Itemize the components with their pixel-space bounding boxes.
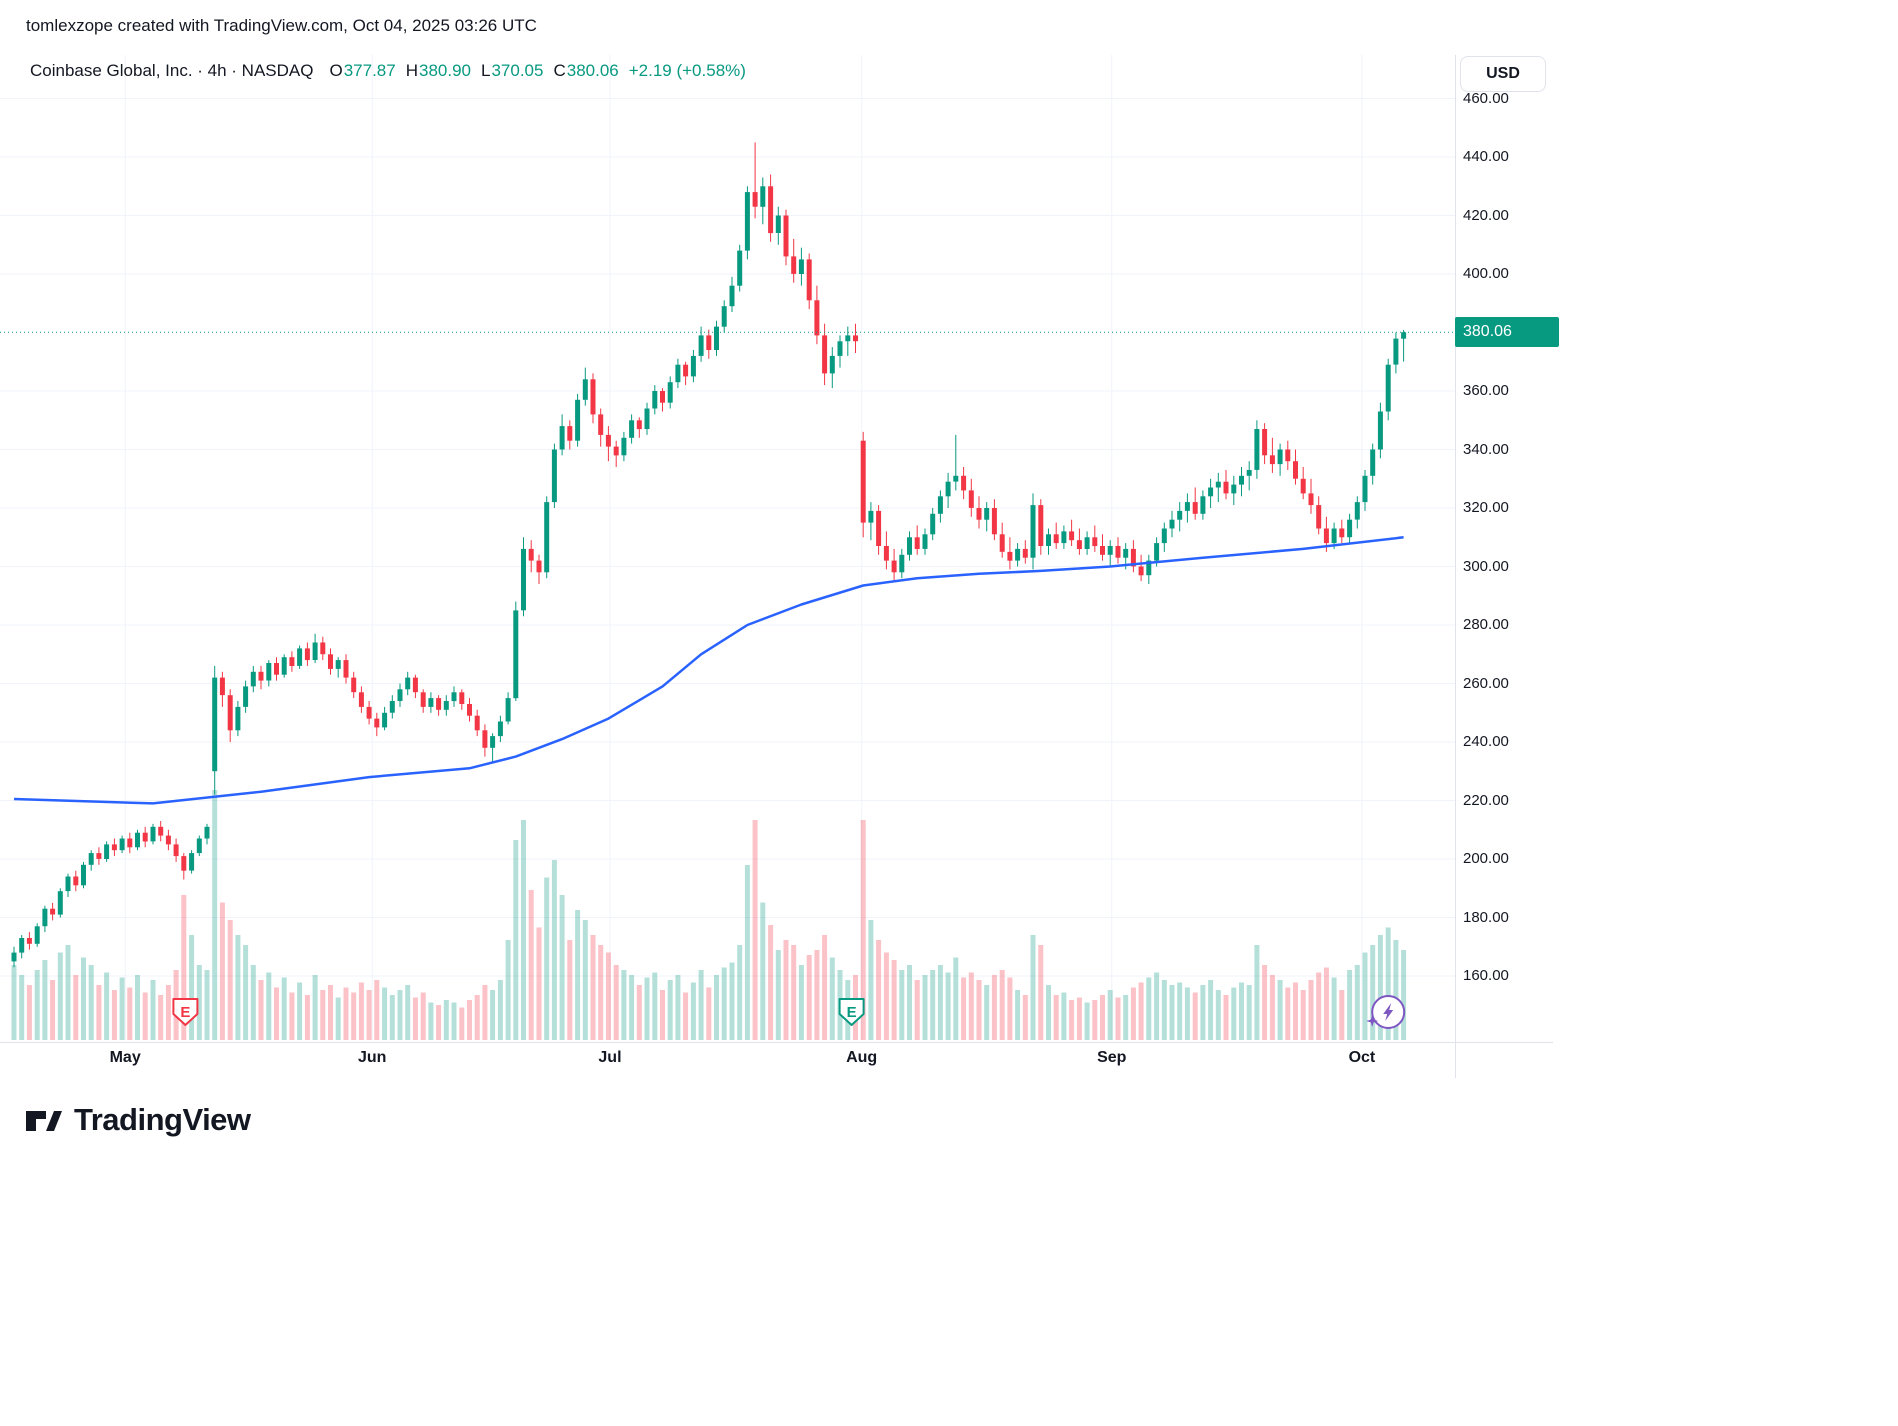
month-label: Jul [598, 1049, 622, 1066]
tradingview-logo[interactable]: TradingView [24, 1100, 251, 1140]
price-label: 160.00 [1463, 967, 1509, 984]
svg-text:E: E [847, 1004, 857, 1021]
moving-average-line [13, 536, 1404, 805]
tradingview-logo-text: TradingView [74, 1102, 251, 1137]
attribution-text: tomlexzope created with TradingView.com,… [26, 16, 537, 35]
grid-lines [0, 55, 1455, 1040]
low-label: L [480, 61, 491, 80]
candles [11, 142, 1407, 968]
axis-horizontal-border [0, 1042, 1553, 1043]
month-label: Sep [1097, 1049, 1127, 1066]
price-label: 320.00 [1463, 499, 1509, 516]
price-label: 420.00 [1463, 206, 1509, 224]
price-axis[interactable]: USD 380.06 460.00 440.00 420.00 400.00 360.0… [1455, 55, 1559, 1078]
close-value: 380.06 [566, 61, 619, 80]
month-label: Oct [1348, 1049, 1376, 1066]
month-label: Aug [846, 1049, 878, 1066]
month-label: May [109, 1049, 141, 1066]
svg-text:E: E [180, 1004, 190, 1021]
price-label: 280.00 [1463, 616, 1509, 633]
time-axis[interactable]: May Jun Jul Aug Sep Oct [0, 1042, 1455, 1078]
tradingview-logo-icon [26, 1111, 62, 1131]
high-label: H [405, 61, 418, 80]
chart-legend[interactable]: Coinbase Global, Inc. · 4h · NASDAQ O377.… [30, 61, 746, 81]
close-label: C [553, 61, 566, 80]
price-label: 460.00 [1463, 89, 1509, 107]
currency-unit-button[interactable]: USD [1460, 56, 1546, 92]
price-label: 340.00 [1463, 440, 1509, 458]
price-label: 440.00 [1463, 148, 1509, 165]
earnings-icon[interactable]: E [838, 998, 865, 1026]
open-value: 377.87 [343, 61, 396, 80]
price-label: 220.00 [1463, 791, 1509, 809]
price-label: 360.00 [1463, 382, 1509, 399]
symbol-title[interactable]: Coinbase Global, Inc. · 4h · NASDAQ [30, 61, 314, 80]
change-value: +2.19 (+0.58%) [628, 61, 746, 80]
price-label: 400.00 [1463, 265, 1509, 282]
price-label: 200.00 [1463, 850, 1509, 867]
current-price-badge: 380.06 [1455, 317, 1559, 348]
open-label: O [329, 61, 343, 80]
flash-icon[interactable] [1366, 995, 1406, 1029]
price-label: 180.00 [1463, 908, 1509, 926]
low-value: 370.05 [491, 61, 544, 80]
price-label: 240.00 [1463, 733, 1509, 750]
earnings-icon[interactable]: E [172, 998, 199, 1026]
price-label: 260.00 [1463, 674, 1509, 692]
high-value: 380.90 [418, 61, 471, 80]
price-label: 300.00 [1463, 557, 1509, 575]
volume-bars [11, 790, 1407, 1040]
month-label: Jun [357, 1049, 387, 1066]
axis-vertical-border [1455, 55, 1456, 1078]
